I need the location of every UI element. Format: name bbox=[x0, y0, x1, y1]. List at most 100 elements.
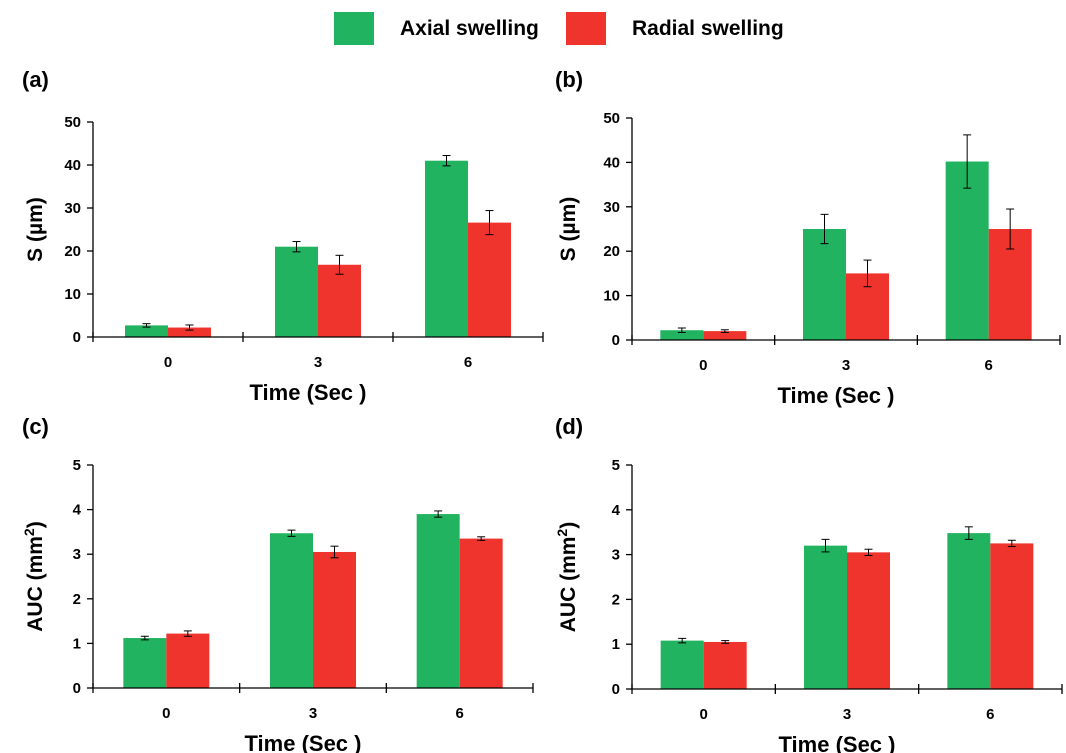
error-bar-axial-0 bbox=[678, 637, 687, 644]
y-axis-label: S (µm) bbox=[24, 197, 47, 262]
error-bar-radial-6 bbox=[477, 536, 486, 541]
error-bar-radial-0 bbox=[183, 630, 192, 637]
panel-label: (d) bbox=[555, 414, 583, 439]
y-tick-label: 0 bbox=[73, 329, 81, 346]
error-bar-axial-3 bbox=[821, 538, 830, 553]
y-tick-label: 0 bbox=[612, 332, 620, 349]
x-tick-label: 6 bbox=[986, 706, 994, 723]
y-axis-label: AUC (mm2) bbox=[21, 521, 47, 631]
bar-radial-6 bbox=[990, 543, 1034, 689]
chart-panel-2: (c) 0 3 6 0 1 2 3 4 5 Time (Sec ) AUC (mm2) bbox=[21, 414, 534, 753]
y-tick-label: 30 bbox=[64, 200, 81, 217]
error-bar-axial-3 bbox=[820, 213, 829, 245]
x-axis-label: Time (Sec ) bbox=[778, 383, 895, 408]
chart-panel-0: (a) 0 3 6 0 10 20 30 40 50 Time (Sec ) S (µm) bbox=[22, 67, 544, 405]
axes bbox=[92, 465, 534, 693]
panel-label: (b) bbox=[555, 67, 583, 92]
x-tick-label: 3 bbox=[314, 354, 322, 371]
x-tick-label: 3 bbox=[843, 706, 851, 723]
error-bar-axial-3 bbox=[292, 241, 301, 253]
x-axis-label: Time (Sec ) bbox=[245, 731, 362, 753]
x-tick-label: 3 bbox=[309, 705, 317, 722]
y-tick-label: 20 bbox=[603, 243, 620, 260]
legend-label-radial: Radial swelling bbox=[632, 17, 784, 40]
bar-axial-6 bbox=[425, 160, 468, 337]
bar-radial-0 bbox=[703, 331, 747, 340]
y-tick-label: 30 bbox=[603, 199, 620, 216]
x-tick-label: 0 bbox=[164, 354, 172, 371]
axes bbox=[631, 118, 1061, 345]
y-tick-label: 10 bbox=[603, 288, 620, 305]
y-tick-label: 20 bbox=[64, 243, 81, 260]
error-bar-axial-0 bbox=[142, 323, 151, 328]
bar-axial-0 bbox=[125, 325, 168, 337]
y-tick-label: 0 bbox=[612, 681, 620, 698]
error-bar-axial-6 bbox=[434, 510, 443, 518]
error-bar-radial-6 bbox=[1006, 208, 1015, 250]
bar-radial-3 bbox=[847, 552, 890, 689]
y-axis-label: AUC (mm2) bbox=[554, 522, 580, 632]
bar-axial-3 bbox=[270, 533, 313, 688]
y-tick-label: 40 bbox=[603, 154, 620, 171]
x-tick-label: 0 bbox=[699, 357, 707, 374]
error-bar-radial-0 bbox=[721, 640, 730, 644]
error-bar-radial-3 bbox=[335, 254, 344, 275]
error-bar-axial-3 bbox=[287, 529, 296, 537]
bar-radial-3 bbox=[318, 264, 361, 337]
panel-label: (c) bbox=[22, 414, 49, 439]
error-bar-axial-0 bbox=[140, 635, 149, 641]
y-tick-label: 50 bbox=[603, 110, 620, 127]
legend-swatch-radial bbox=[566, 12, 606, 45]
bar-axial-6 bbox=[947, 533, 991, 689]
error-bar-radial-3 bbox=[864, 548, 873, 556]
legend-label-axial: Axial swelling bbox=[400, 17, 539, 40]
y-tick-label: 4 bbox=[612, 502, 621, 519]
y-tick-label: 5 bbox=[73, 457, 81, 474]
bar-axial-6 bbox=[945, 161, 989, 340]
y-tick-label: 4 bbox=[73, 502, 82, 519]
error-bar-radial-3 bbox=[863, 259, 872, 288]
y-tick-label: 1 bbox=[612, 636, 620, 653]
panel-label: (a) bbox=[22, 67, 49, 92]
error-bar-axial-0 bbox=[677, 327, 686, 333]
chart-panel-1: (b) 0 3 6 0 10 20 30 40 50 Time (Sec ) S (µm) bbox=[555, 67, 1061, 408]
bar-radial-3 bbox=[313, 551, 356, 688]
bar-axial-0 bbox=[123, 638, 167, 688]
y-tick-label: 1 bbox=[73, 635, 81, 652]
bar-radial-6 bbox=[468, 222, 511, 337]
axes bbox=[92, 122, 544, 342]
y-tick-label: 5 bbox=[612, 457, 620, 474]
bar-axial-3 bbox=[275, 246, 318, 337]
y-tick-label: 2 bbox=[73, 591, 81, 608]
x-tick-label: 6 bbox=[984, 357, 992, 374]
error-bar-radial-0 bbox=[185, 324, 194, 331]
bar-radial-0 bbox=[166, 633, 210, 688]
bar-axial-3 bbox=[803, 229, 846, 340]
y-tick-label: 3 bbox=[73, 546, 81, 563]
error-bar-radial-0 bbox=[720, 329, 729, 333]
y-tick-label: 50 bbox=[64, 114, 81, 131]
error-bar-axial-6 bbox=[964, 526, 973, 540]
y-tick-label: 2 bbox=[612, 591, 620, 608]
bar-radial-0 bbox=[703, 641, 747, 689]
legend-swatch-axial bbox=[334, 12, 374, 45]
bar-axial-0 bbox=[660, 330, 704, 340]
bar-axial-0 bbox=[660, 640, 704, 689]
y-tick-label: 0 bbox=[73, 680, 81, 697]
y-tick-label: 3 bbox=[612, 547, 620, 564]
x-tick-label: 6 bbox=[464, 354, 472, 371]
x-axis-label: Time (Sec ) bbox=[250, 380, 367, 405]
error-bar-axial-6 bbox=[442, 155, 451, 167]
error-bar-radial-3 bbox=[330, 545, 339, 559]
y-axis-label: S (µm) bbox=[557, 197, 580, 262]
axes bbox=[631, 465, 1063, 694]
x-tick-label: 3 bbox=[842, 357, 850, 374]
y-tick-label: 40 bbox=[64, 157, 81, 174]
x-axis-label: Time (Sec ) bbox=[779, 732, 896, 753]
x-tick-label: 0 bbox=[699, 706, 707, 723]
x-tick-label: 6 bbox=[455, 705, 463, 722]
error-bar-radial-6 bbox=[485, 210, 494, 236]
legend: Axial swelling Radial swelling bbox=[334, 12, 784, 45]
y-tick-label: 10 bbox=[64, 286, 81, 303]
bar-axial-3 bbox=[804, 545, 847, 689]
